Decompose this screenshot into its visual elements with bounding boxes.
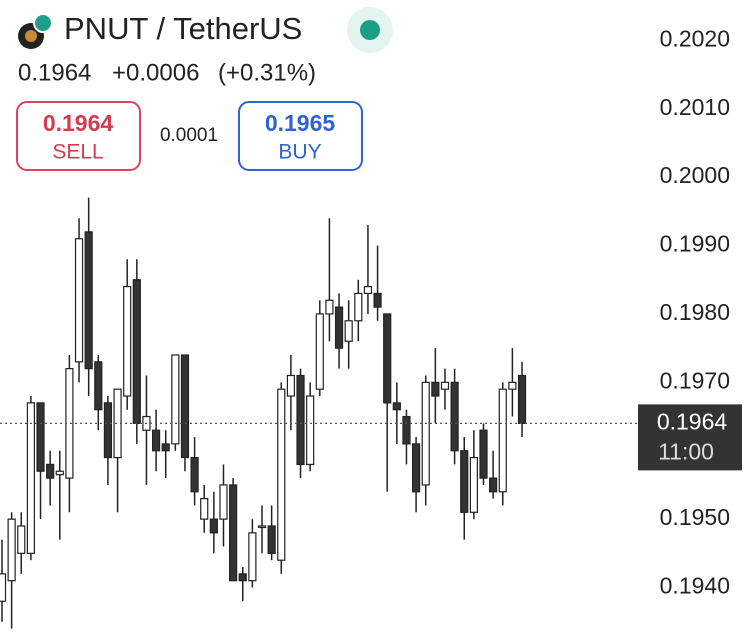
buy-button[interactable] xyxy=(238,101,363,171)
candle-body xyxy=(74,238,84,363)
spread: 0.0001 xyxy=(160,125,218,146)
candle-body xyxy=(267,525,276,554)
y-tick-label: 0.1970 xyxy=(660,367,730,393)
y-tick-label: 0.1990 xyxy=(660,231,730,257)
last-time-label: 11:00 xyxy=(658,438,714,464)
price: 0.1964 xyxy=(18,59,91,86)
sell-label[interactable]: SELL xyxy=(52,141,103,164)
candle-body xyxy=(229,484,238,582)
candle-body xyxy=(103,402,113,459)
candle-body xyxy=(334,306,344,349)
candle-body xyxy=(248,532,257,582)
buy-price[interactable]: 0.1965 xyxy=(265,110,336,136)
candle-body xyxy=(315,313,324,390)
symbol: PNUT / TetherUS xyxy=(64,11,302,46)
candle-body xyxy=(469,456,478,513)
y-tick-label: 0.2020 xyxy=(660,25,730,51)
candle-body xyxy=(421,381,430,486)
candle-body xyxy=(460,450,469,513)
candle-body xyxy=(354,292,363,322)
candle-body xyxy=(0,573,7,602)
y-tick-label: 0.1950 xyxy=(660,504,730,530)
candle-body xyxy=(26,402,35,554)
candle-body xyxy=(238,573,247,582)
change-percent: (+0.31%) xyxy=(218,59,316,86)
candle-body xyxy=(498,388,507,493)
status-dot xyxy=(360,20,380,40)
candle-body xyxy=(489,477,498,493)
candle-body xyxy=(151,429,161,452)
candle-body xyxy=(123,285,132,397)
candle-body xyxy=(296,374,305,466)
candle-body xyxy=(383,313,392,404)
candle-body xyxy=(55,470,64,476)
y-tick-label: 0.2010 xyxy=(660,94,730,120)
candle-body xyxy=(46,463,55,479)
candle-body xyxy=(450,381,459,452)
candle-body xyxy=(171,354,180,445)
candle-body xyxy=(200,498,209,520)
candle-body xyxy=(94,361,103,411)
last-price-label: 0.1964 xyxy=(657,408,728,434)
candle-body xyxy=(161,443,170,452)
candle-body xyxy=(392,402,401,411)
candle-body xyxy=(373,292,382,308)
candle-body xyxy=(508,381,517,390)
candle-body xyxy=(344,320,353,342)
candle-body xyxy=(402,415,411,445)
candle-body xyxy=(411,443,421,493)
candle-body xyxy=(219,484,228,520)
candle-body xyxy=(190,456,199,493)
candle-body xyxy=(36,402,45,472)
buy-label[interactable]: BUY xyxy=(278,141,321,164)
candle-body xyxy=(479,429,488,479)
y-tick-label: 0.1940 xyxy=(660,573,730,599)
last-price-box xyxy=(638,404,742,471)
candle-body xyxy=(431,381,440,397)
candle-body xyxy=(209,518,218,534)
candle-body xyxy=(306,395,315,466)
candle-body xyxy=(132,279,141,424)
candle-body xyxy=(517,374,527,424)
candle-body xyxy=(363,285,373,295)
candle-body xyxy=(84,231,93,370)
coin-icon xyxy=(18,13,53,49)
candle-body xyxy=(277,388,286,561)
change: +0.0006 xyxy=(112,59,199,86)
chart: 0.2020 0.2010 0.2000 0.1990 0.1980 0.1970 0.19… xyxy=(0,25,742,629)
candle-body xyxy=(17,525,26,554)
candle-body xyxy=(325,299,334,315)
candle-body xyxy=(257,525,267,529)
sell-price[interactable]: 0.1964 xyxy=(43,110,114,136)
y-tick-label: 0.1980 xyxy=(660,299,730,325)
candle-body xyxy=(440,381,450,390)
candle-body xyxy=(180,354,190,459)
y-tick-label: 0.2000 xyxy=(660,162,730,188)
candle-body xyxy=(7,518,16,582)
candle-body xyxy=(286,374,295,397)
sell-button[interactable] xyxy=(16,101,141,171)
